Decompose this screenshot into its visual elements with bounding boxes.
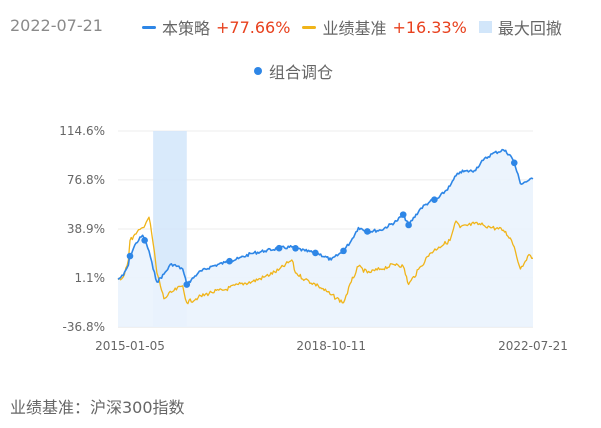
rebalance-marker[interactable]	[364, 228, 371, 235]
x-tick-label: 2015-01-05	[95, 339, 165, 353]
legend-benchmark-value: +16.33%	[392, 17, 467, 37]
header-date: 2022-07-21	[10, 16, 103, 35]
legend-item-drawdown[interactable]: 最大回撤	[478, 15, 562, 39]
rebalance-marker[interactable]	[405, 221, 412, 229]
rebalance-marker[interactable]	[312, 249, 319, 257]
y-tick-label: -36.8%	[63, 320, 105, 334]
y-tick-label: 114.6%	[59, 124, 105, 138]
rebalance-marker[interactable]	[126, 252, 134, 260]
rebalance-marker[interactable]	[510, 159, 518, 167]
legend-benchmark-name: 业绩基准	[322, 19, 387, 38]
legend-rebalance-name: 组合调仓	[269, 63, 334, 82]
rebalance-marker[interactable]	[340, 247, 347, 255]
rebalance-marker[interactable]	[399, 211, 407, 218]
y-tick-label: 38.9%	[67, 222, 105, 236]
legend-item-benchmark[interactable]: 业绩基准 +16.33%	[302, 15, 467, 39]
legend: 本策略 +77.66% 业绩基准 +16.33% 最大回撤	[142, 16, 574, 38]
legend-strategy-value: +77.66%	[216, 17, 291, 37]
rebalance-marker[interactable]	[275, 244, 283, 252]
rebalance-marker[interactable]	[141, 236, 148, 244]
rebalance-marker[interactable]	[292, 244, 299, 252]
benchmark-line-swatch	[302, 25, 317, 29]
legend-drawdown-name: 最大回撤	[497, 19, 562, 38]
strategy-line-swatch	[142, 25, 156, 29]
legend-item-rebalance[interactable]: 组合调仓	[254, 60, 333, 82]
benchmark-series-line	[117, 216, 534, 305]
rebalance-marker[interactable]	[431, 196, 438, 204]
y-tick-label: 76.8%	[67, 173, 105, 187]
strategy-area	[118, 149, 533, 327]
rebalance-marker[interactable]	[226, 257, 233, 265]
y-tick-label: 1.1%	[75, 271, 106, 285]
rebalance-dot-swatch	[254, 67, 262, 75]
legend-item-strategy[interactable]: 本策略 +77.66%	[142, 15, 290, 39]
legend-strategy-name: 本策略	[162, 19, 211, 38]
x-tick-label: 2018-10-11	[296, 339, 366, 353]
drawdown-box-swatch	[478, 21, 492, 33]
x-tick-label: 2022-07-21	[498, 339, 568, 353]
footer-benchmark-note: 业绩基准：沪深300指数	[10, 398, 185, 417]
rebalance-marker[interactable]	[183, 281, 191, 288]
